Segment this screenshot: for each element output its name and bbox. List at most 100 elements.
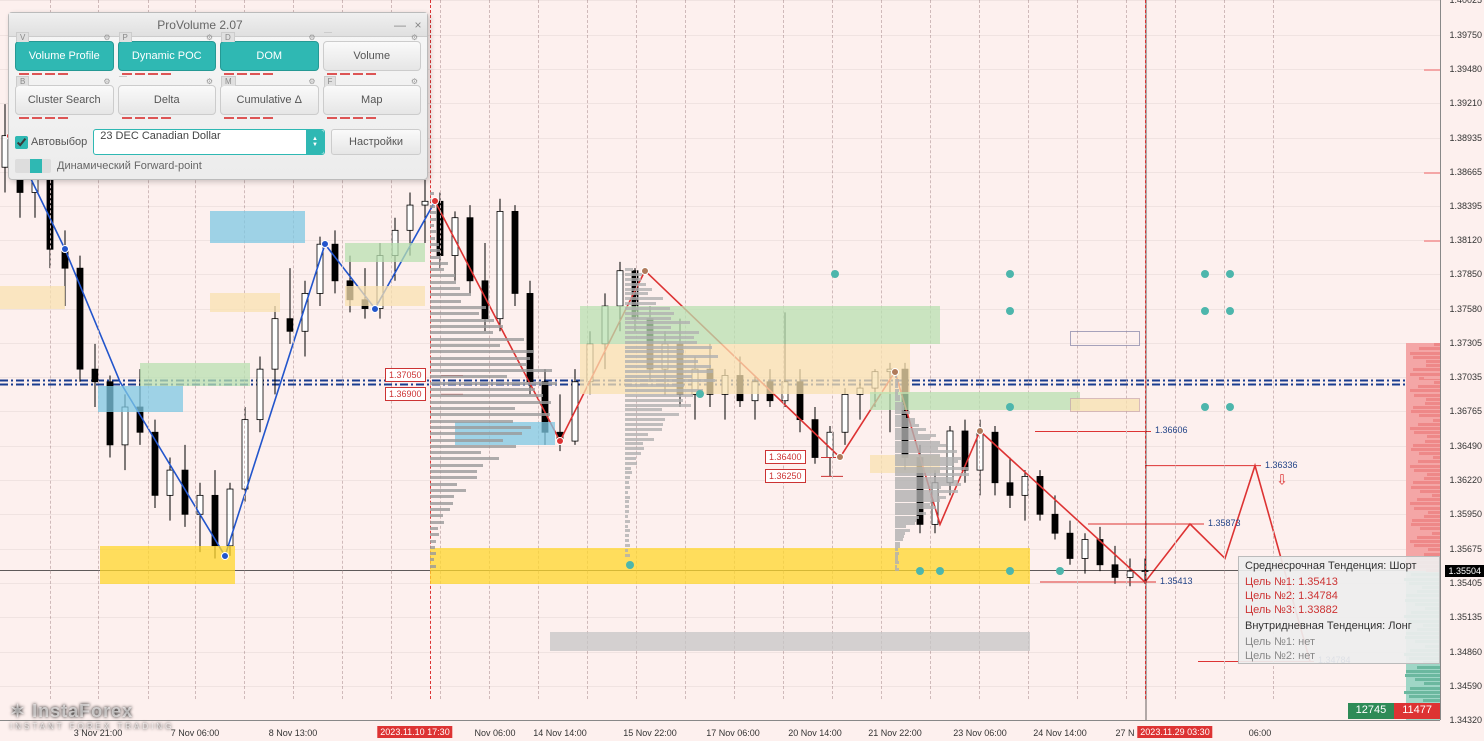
y-tick: 1.39480 <box>1449 64 1482 74</box>
volume-profile-bar <box>625 457 636 460</box>
y-tick: 1.37305 <box>1449 338 1482 348</box>
x-tick: 8 Nov 13:00 <box>269 728 318 738</box>
gridline-v <box>538 0 539 699</box>
trend-panel: Среднесрочная Тенденция: Шорт Цель №1: 1… <box>1238 556 1440 664</box>
panel-button[interactable]: P⚙Dynamic POC <box>118 41 217 71</box>
dom-bar <box>1411 410 1441 413</box>
gridline-v <box>1224 0 1225 699</box>
poc-dot <box>1006 307 1014 315</box>
dom-bar <box>1424 682 1440 685</box>
minimize-icon[interactable]: — <box>391 13 409 37</box>
gear-icon[interactable]: ⚙ <box>411 77 418 86</box>
price-label: 1.37050 <box>385 368 426 382</box>
dom-bar <box>1427 473 1440 476</box>
volume-profile-bar <box>625 423 663 426</box>
volume-profile-bar <box>430 338 524 341</box>
volume-zone <box>98 386 183 413</box>
volume-profile-bar <box>430 565 436 568</box>
count-bid: 12745 <box>1348 703 1395 719</box>
swing-marker <box>641 267 649 275</box>
volume-profile-bar <box>625 404 691 407</box>
gridline-h <box>0 274 1440 275</box>
dom-bar <box>1432 532 1440 535</box>
volume-profile-bar <box>625 471 632 474</box>
volume-profile-bar <box>430 192 434 195</box>
volume-profile-bar <box>430 407 515 410</box>
volume-profile-bar <box>625 438 654 441</box>
volume-profile-bar <box>430 546 435 549</box>
y-tick: 1.36220 <box>1449 475 1482 485</box>
x-tick: 17 Nov 06:00 <box>706 728 760 738</box>
price-label: 1.36250 <box>765 469 806 483</box>
gear-icon[interactable]: ⚙ <box>103 33 110 42</box>
volume-profile-bar <box>430 237 435 240</box>
volume-profile-bar <box>430 502 453 505</box>
panel-row-3: Автовыбор 23 DEC Canadian Dollar ▲▼ Наст… <box>9 125 427 159</box>
volume-profile-bar <box>625 331 699 334</box>
x-tick: 2023.11.29 03:30 <box>1137 726 1212 738</box>
volume-profile-bar <box>430 451 481 454</box>
poc-dot <box>1006 403 1014 411</box>
volume-zone <box>210 211 305 243</box>
gridline-v <box>979 0 980 699</box>
panel-button[interactable]: B⚙Cluster Search <box>15 85 114 115</box>
volume-profile-bar <box>430 293 471 296</box>
panel-button[interactable]: D⚙DOM <box>220 41 319 71</box>
auto-checkbox[interactable]: Автовыбор <box>15 136 87 149</box>
volume-profile-bar <box>430 357 530 360</box>
panel-button[interactable]: V⚙Volume Profile <box>15 41 114 71</box>
dom-bar <box>1424 172 1440 174</box>
dom-bar <box>1411 523 1440 526</box>
trend-goal-red: Цель №1: 1.35413 <box>1239 575 1439 589</box>
panel-button[interactable]: M⚙Cumulative Δ <box>220 85 319 115</box>
panel-dots-2 <box>9 115 427 125</box>
trend-mid-value: Шорт <box>1389 560 1416 572</box>
y-tick: 1.37850 <box>1449 269 1482 279</box>
volume-profile-bar <box>430 420 513 423</box>
settings-button[interactable]: Настройки <box>331 129 421 155</box>
panel-button[interactable]: ⚙Delta <box>118 85 217 115</box>
panel-button[interactable]: ⚙Volume <box>323 41 422 71</box>
volume-profile-bar <box>430 369 552 372</box>
volume-profile-bar <box>625 515 628 518</box>
forward-point-label: Динамический Forward-point <box>57 160 202 172</box>
gridline-h <box>0 446 1440 447</box>
volume-profile-bar <box>625 379 715 382</box>
gear-icon[interactable]: ⚙ <box>411 33 418 42</box>
spinner-icon[interactable]: ▲▼ <box>306 130 324 154</box>
gear-icon[interactable]: ⚙ <box>206 33 213 42</box>
forward-point-toggle[interactable] <box>15 159 51 173</box>
dom-bar <box>1424 69 1440 71</box>
gear-icon[interactable]: ⚙ <box>103 77 110 86</box>
gear-icon[interactable]: ⚙ <box>206 77 213 86</box>
price-label: 1.36400 <box>765 450 806 464</box>
volume-profile-bar <box>625 336 694 339</box>
y-tick: 1.39750 <box>1449 30 1482 40</box>
volume-profile-bar <box>625 394 693 397</box>
panel-button[interactable]: F⚙Map <box>323 85 422 115</box>
instrument-select[interactable]: 23 DEC Canadian Dollar ▲▼ <box>93 129 325 155</box>
x-tick: 27 N <box>1115 728 1134 738</box>
x-tick: 23 Nov 06:00 <box>953 728 1007 738</box>
price-label: 1.36900 <box>385 387 426 401</box>
gridline-h <box>0 206 1440 207</box>
volume-profile-bar <box>625 549 628 552</box>
volume-zone <box>140 363 250 386</box>
provolume-panel[interactable]: ProVolume 2.07 × — V⚙Volume ProfileP⚙Dyn… <box>8 12 428 180</box>
volume-profile-bar <box>625 500 629 503</box>
trend-goals-red: Цель №1: 1.35413Цель №2: 1.34784Цель №3:… <box>1239 575 1439 617</box>
volume-profile-bar <box>430 457 499 460</box>
instrument-value: 23 DEC Canadian Dollar <box>100 130 220 142</box>
gear-icon[interactable]: ⚙ <box>308 33 315 42</box>
panel-titlebar[interactable]: ProVolume 2.07 × — <box>9 13 427 37</box>
auto-checkbox-input[interactable] <box>15 136 28 149</box>
trend-mid-label: Среднесрочная Тенденция: <box>1245 560 1386 572</box>
volume-profile-bar <box>625 341 697 344</box>
y-tick: 1.40025 <box>1449 0 1482 5</box>
volume-profile-bar <box>625 529 630 532</box>
gridline-h <box>0 514 1440 515</box>
y-tick: 1.36490 <box>1449 441 1482 451</box>
panel-row-4: Динамический Forward-point <box>9 159 427 179</box>
volume-profile-bar <box>625 418 665 421</box>
gear-icon[interactable]: ⚙ <box>308 77 315 86</box>
